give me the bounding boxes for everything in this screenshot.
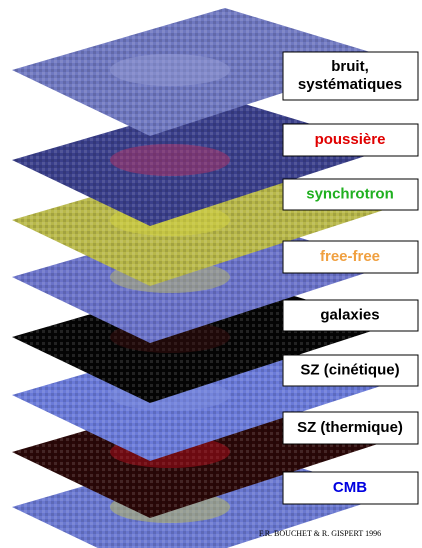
- layer-label: bruit,: [331, 58, 369, 75]
- labels: bruit,systématiques poussière synchrotron f…: [282, 51, 419, 505]
- label-box: [282, 240, 419, 274]
- layer-label: CMB: [333, 479, 367, 496]
- layer-label: SZ (cinétique): [300, 361, 399, 378]
- layer-label: galaxies: [320, 306, 379, 323]
- layer-label: SZ (thermique): [297, 419, 403, 436]
- layer-label: free-free: [320, 248, 380, 265]
- label-box: [282, 51, 419, 101]
- label-box: [282, 471, 419, 505]
- label-box: [282, 123, 419, 157]
- label-box: [282, 354, 419, 387]
- layer-accent: [110, 54, 230, 86]
- layer-accent: [110, 144, 230, 176]
- label-box: [282, 178, 419, 211]
- layer-label: synchrotron: [306, 185, 394, 202]
- label-box: [282, 411, 419, 445]
- planes: [12, 8, 390, 548]
- layer-label: poussière: [315, 131, 386, 148]
- layer-label: systématiques: [298, 76, 402, 93]
- credit: F.R. BOUCHET & R. GISPERT 1996: [259, 529, 381, 538]
- layer-texture: [12, 8, 390, 136]
- label-box: [282, 299, 419, 332]
